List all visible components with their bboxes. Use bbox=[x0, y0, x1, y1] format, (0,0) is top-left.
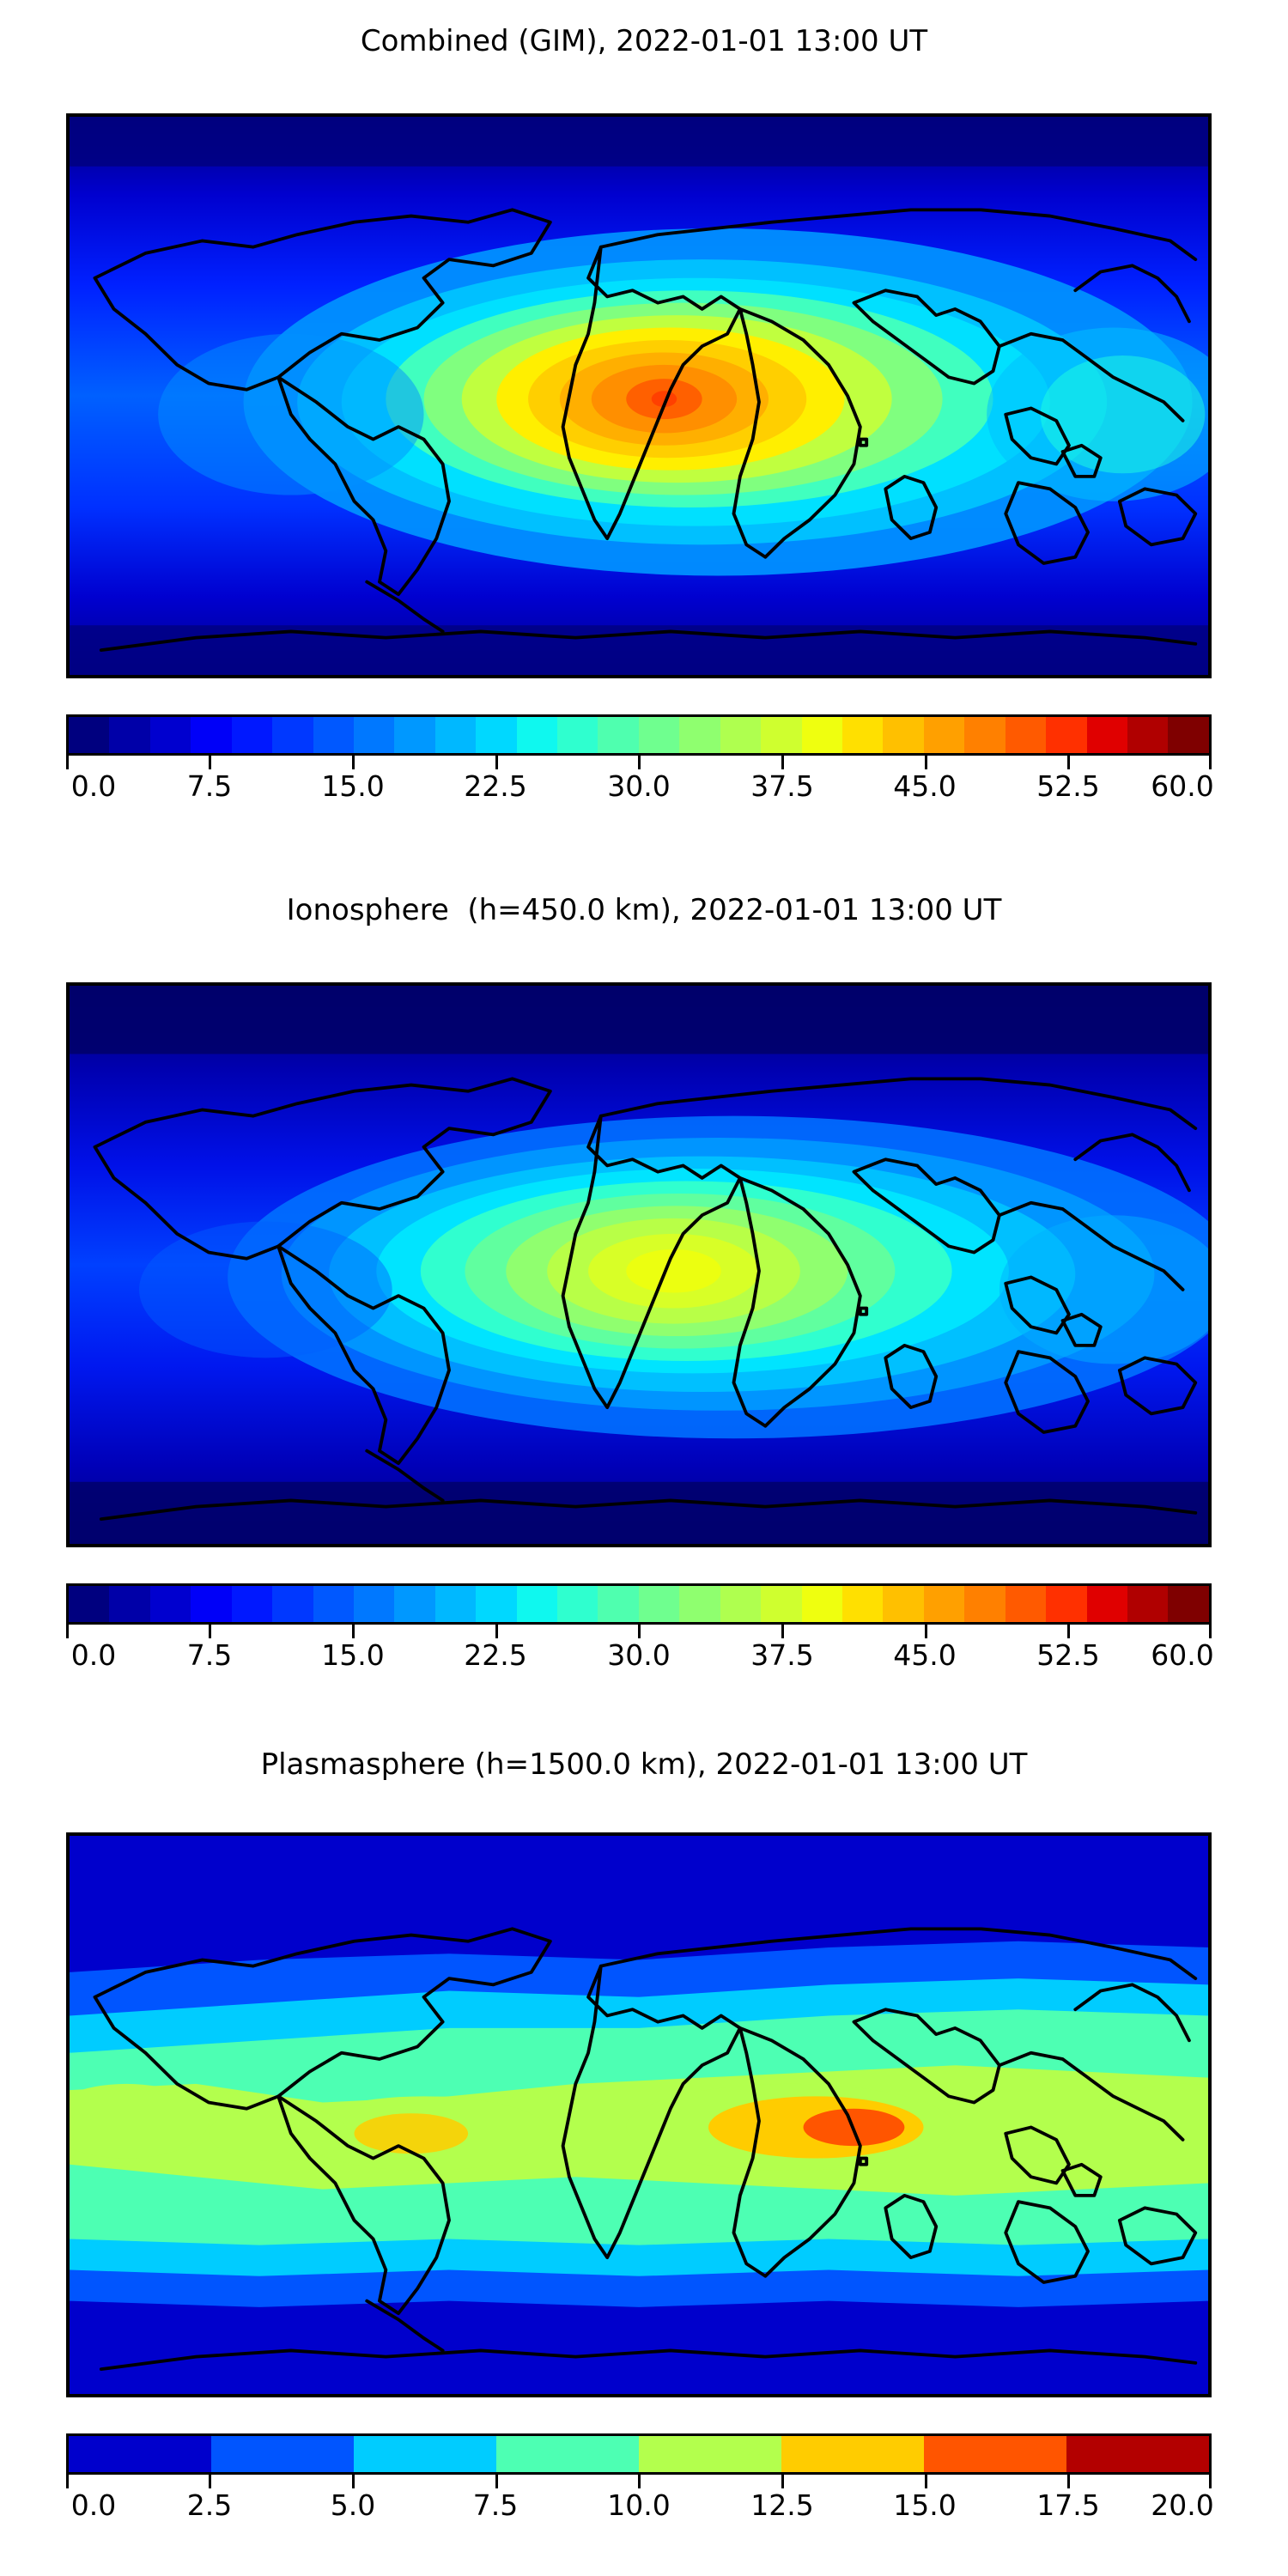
colorbar-tick-label: 17.5 bbox=[1036, 2488, 1100, 2522]
colorbar-ticks-combined bbox=[66, 756, 1212, 769]
colorbar-tick-label: 37.5 bbox=[750, 1638, 814, 1672]
colorbar-tick-label: 15.0 bbox=[321, 769, 385, 803]
colorbar-labels-combined: 0.0 7.5 15.0 22.5 30.0 37.5 45.0 52.5 60… bbox=[66, 769, 1214, 807]
colorbar-tick-label: 45.0 bbox=[893, 769, 957, 803]
tec-field-combined bbox=[70, 117, 1208, 675]
colorbar-tick-label: 12.5 bbox=[750, 2488, 814, 2522]
map-canvas-ionosphere bbox=[70, 986, 1208, 1544]
map-combined-gim[interactable] bbox=[66, 113, 1212, 678]
coastlines-ionosphere bbox=[93, 1077, 1198, 1522]
colorbar-tick-label: 37.5 bbox=[750, 769, 814, 803]
colorbar-gradient-ionosphere bbox=[66, 1583, 1212, 1625]
colorbar-labels-ionosphere: 0.0 7.5 15.0 22.5 30.0 37.5 45.0 52.5 60… bbox=[66, 1638, 1214, 1676]
colorbar-tick-label: 0.0 bbox=[70, 2488, 117, 2522]
panel-title-plasmasphere: Plasmasphere (h=1500.0 km), 2022-01-01 1… bbox=[260, 1747, 1028, 1782]
colorbar-tick-label: 30.0 bbox=[607, 1638, 671, 1672]
coastlines-combined bbox=[93, 208, 1198, 653]
colorbar-tick-label: 20.0 bbox=[1151, 2488, 1214, 2522]
colorbar-tick-label: 60.0 bbox=[1151, 1638, 1214, 1672]
tec-field-ionosphere bbox=[70, 986, 1208, 1544]
colorbar-tick-label: 0.0 bbox=[70, 1638, 117, 1672]
colorbar-tick-label: 10.0 bbox=[607, 2488, 671, 2522]
colorbar-tick-label: 2.5 bbox=[186, 2488, 233, 2522]
panel-ionosphere: Ionosphere (h=450.0 km), 2022-01-01 13:0… bbox=[0, 859, 1288, 1726]
colorbar-gradient-combined bbox=[66, 714, 1212, 756]
map-canvas-plasmasphere bbox=[70, 1836, 1208, 2394]
colorbar-tick-label: 52.5 bbox=[1036, 1638, 1100, 1672]
panel-plasmasphere: Plasmasphere (h=1500.0 km), 2022-01-01 1… bbox=[0, 1726, 1288, 2576]
colorbar-tick-label: 7.5 bbox=[472, 2488, 519, 2522]
colorbar-tick-label: 22.5 bbox=[464, 769, 527, 803]
panel-title-ionosphere: Ionosphere (h=450.0 km), 2022-01-01 13:0… bbox=[286, 893, 1002, 927]
tec-field-plasmasphere bbox=[70, 1836, 1208, 2394]
colorbar-tick-label: 52.5 bbox=[1036, 769, 1100, 803]
colorbar-ticks-ionosphere bbox=[66, 1625, 1212, 1638]
map-plasmasphere[interactable] bbox=[66, 1832, 1212, 2397]
coastlines-plasmasphere bbox=[93, 1927, 1198, 2372]
colorbar-tick-label: 15.0 bbox=[893, 2488, 957, 2522]
panel-title-combined-gim: Combined (GIM), 2022-01-01 13:00 UT bbox=[360, 24, 928, 58]
colorbar-tick-label: 15.0 bbox=[321, 1638, 385, 1672]
colorbar-ticks-plasmasphere bbox=[66, 2475, 1212, 2488]
colorbar-tick-label: 60.0 bbox=[1151, 769, 1214, 803]
map-ionosphere[interactable] bbox=[66, 982, 1212, 1547]
colorbar-tick-label: 30.0 bbox=[607, 769, 671, 803]
colorbar-labels-plasmasphere: 0.0 2.5 5.0 7.5 10.0 12.5 15.0 17.5 20.0 bbox=[66, 2488, 1214, 2526]
colorbar-tick-label: 45.0 bbox=[893, 1638, 957, 1672]
panel-combined-gim: Combined (GIM), 2022-01-01 13:00 UT bbox=[0, 0, 1288, 859]
colorbar-tick-label: 22.5 bbox=[464, 1638, 527, 1672]
colorbar-tick-label: 5.0 bbox=[330, 2488, 376, 2522]
colorbar-tick-label: 7.5 bbox=[186, 769, 233, 803]
colorbar-gradient-plasmasphere bbox=[66, 2433, 1212, 2475]
map-canvas-combined-gim bbox=[70, 117, 1208, 675]
colorbar-tick-label: 7.5 bbox=[186, 1638, 233, 1672]
colorbar-tick-label: 0.0 bbox=[70, 769, 117, 803]
